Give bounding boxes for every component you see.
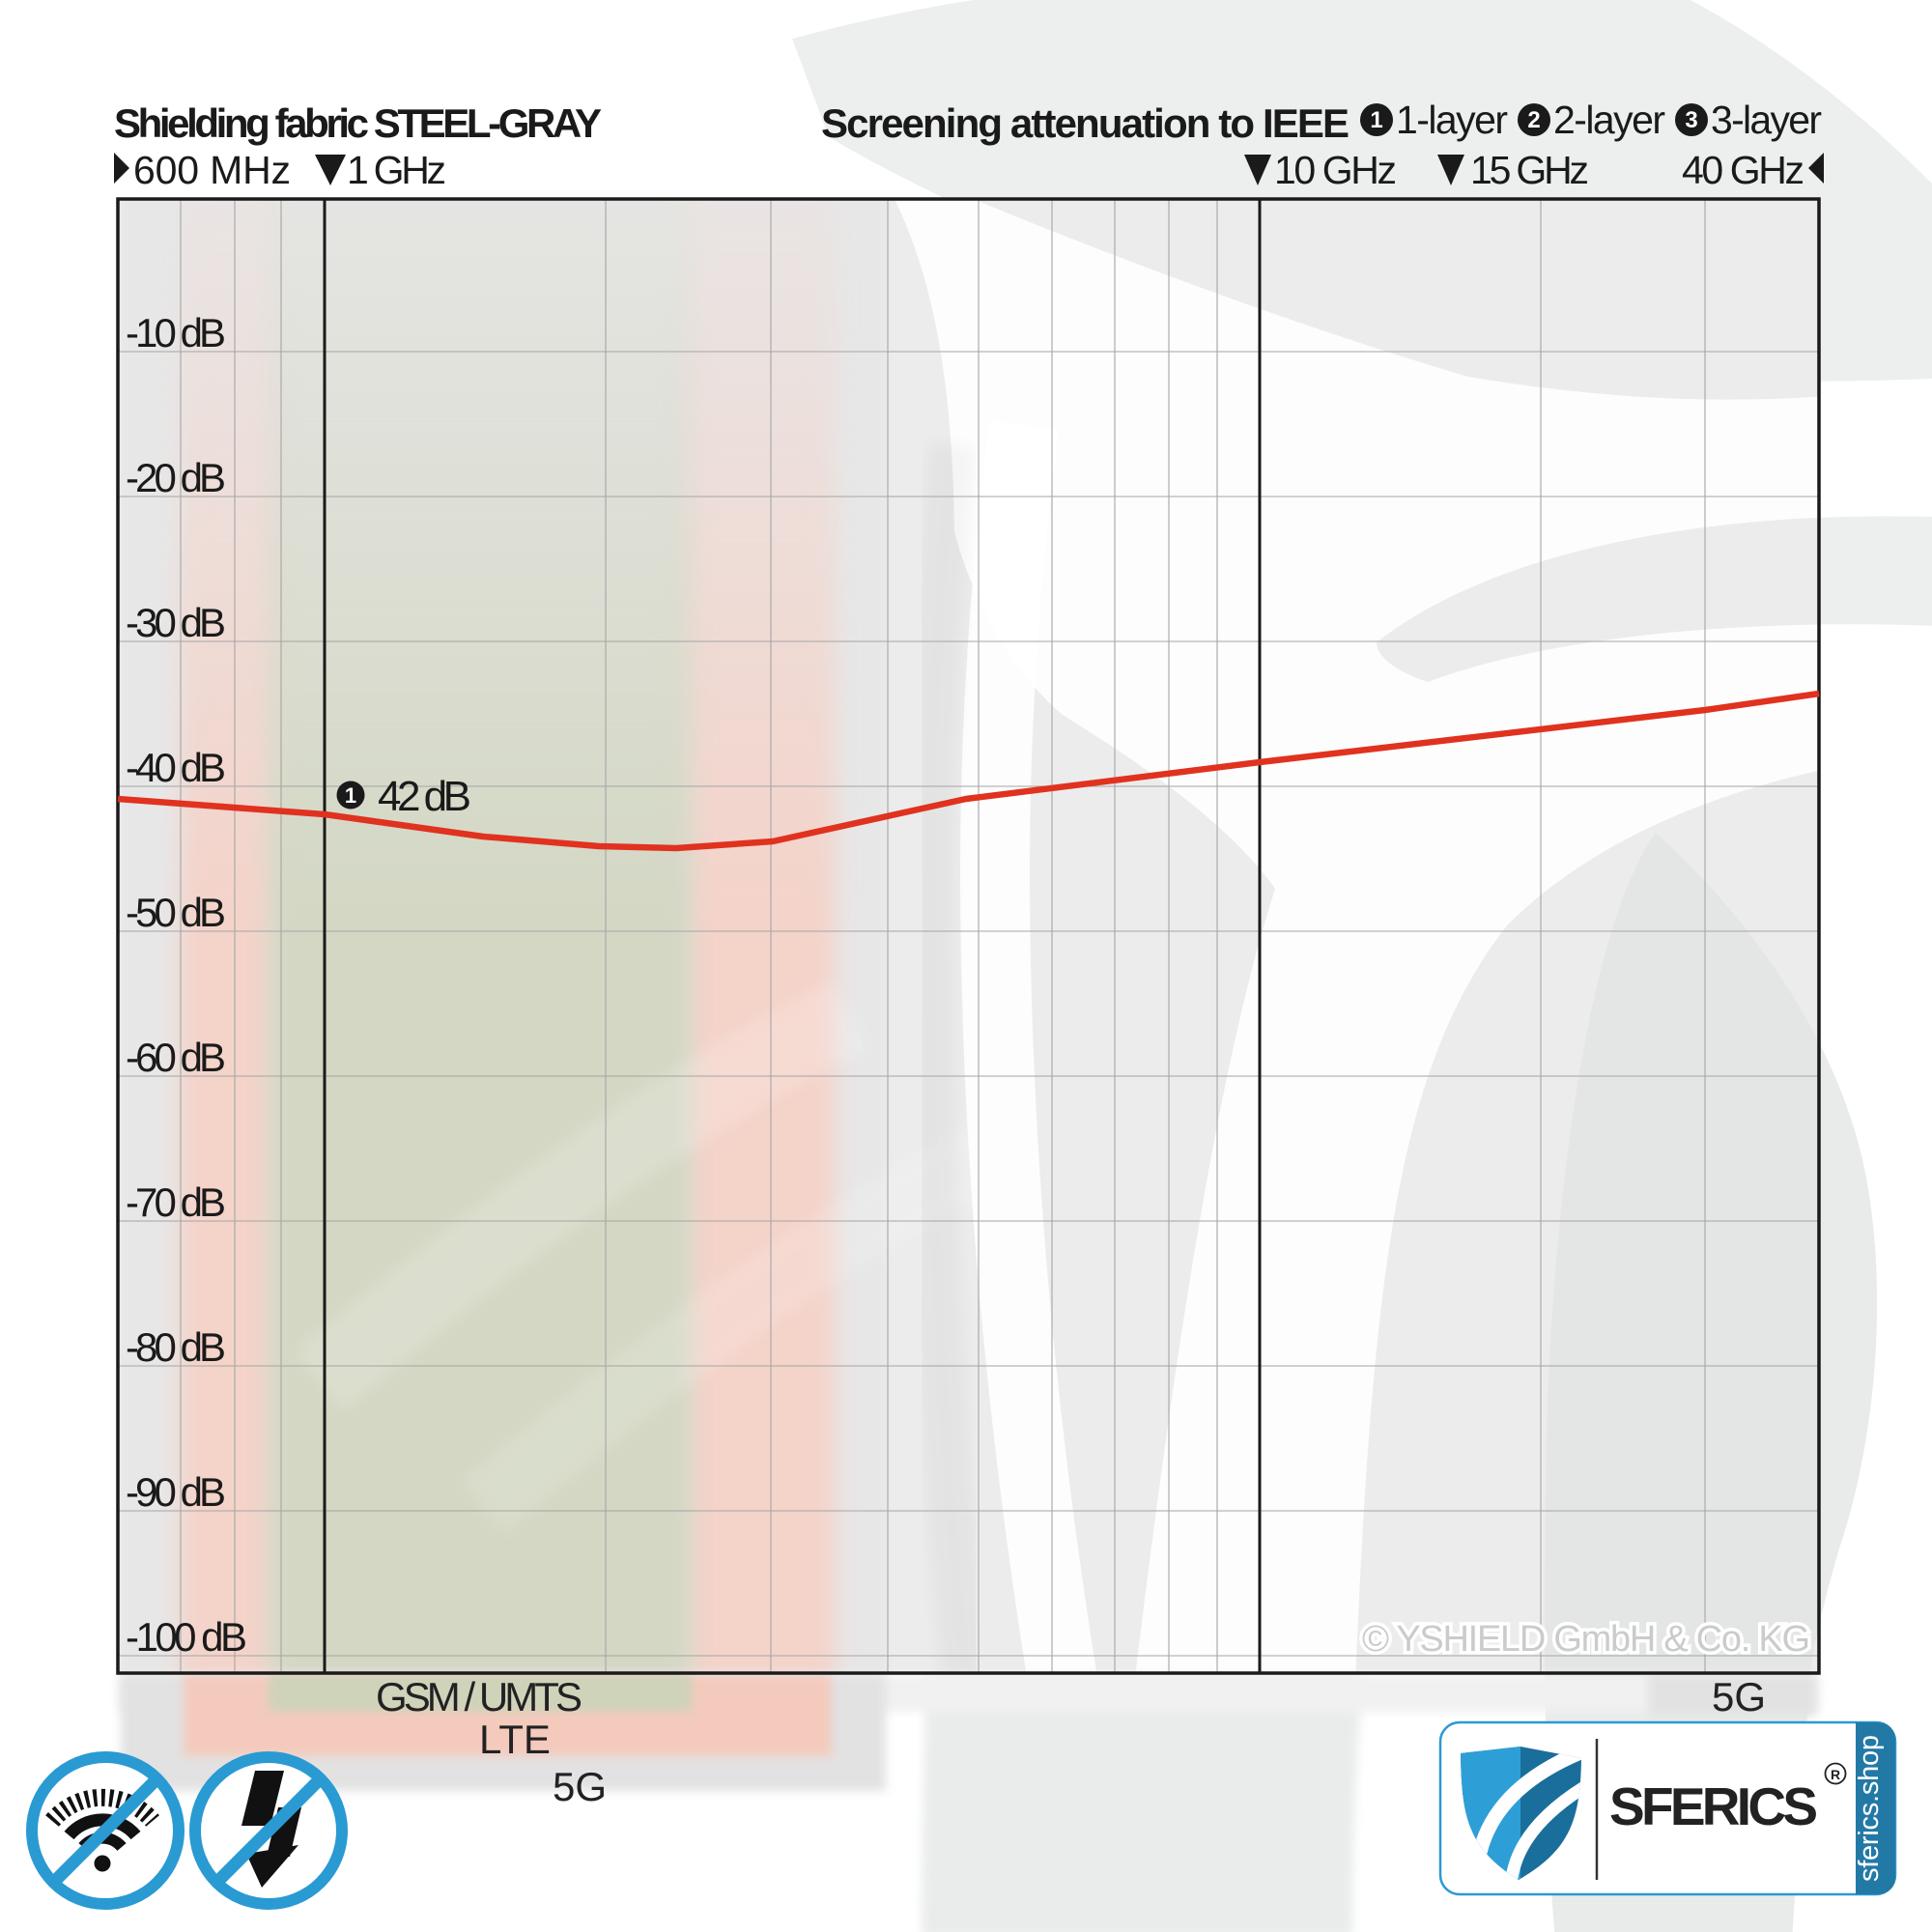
svg-text:1-layer: 1-layer — [1396, 98, 1508, 142]
svg-text:2: 2 — [1527, 107, 1540, 133]
svg-text:Screening attenuation to IEEE: Screening attenuation to IEEE — [821, 100, 1350, 146]
svg-text:600 MHz: 600 MHz — [133, 148, 291, 192]
svg-text:R: R — [1831, 1767, 1840, 1782]
svg-text:3-layer: 3-layer — [1711, 98, 1822, 142]
svg-text:Shielding fabric STEEL-GRAY: Shielding fabric STEEL-GRAY — [114, 100, 602, 146]
svg-text:-20 dB: -20 dB — [126, 455, 226, 500]
svg-text:10 GHz: 10 GHz — [1274, 148, 1397, 192]
svg-text:-10 dB: -10 dB — [126, 310, 226, 355]
svg-text:40 GHz: 40 GHz — [1682, 148, 1804, 192]
svg-text:2-layer: 2-layer — [1553, 98, 1665, 142]
svg-text:1 GHz: 1 GHz — [347, 148, 446, 192]
svg-text:-90 dB: -90 dB — [126, 1469, 226, 1515]
svg-text:SFERICS: SFERICS — [1609, 1776, 1818, 1836]
svg-text:42 dB: 42 dB — [378, 773, 471, 820]
svg-text:-100 dB: -100 dB — [126, 1614, 247, 1660]
svg-text:-30 dB: -30 dB — [126, 600, 226, 645]
svg-text:-70 dB: -70 dB — [126, 1179, 226, 1225]
svg-text:© YSHIELD GmbH & Co. KG: © YSHIELD GmbH & Co. KG — [1362, 1619, 1810, 1660]
svg-text:5G: 5G — [553, 1764, 607, 1809]
svg-text:GSM / UMTS: GSM / UMTS — [376, 1674, 582, 1719]
svg-text:1: 1 — [1370, 107, 1382, 133]
svg-text:-80 dB: -80 dB — [126, 1324, 226, 1370]
svg-text:-60 dB: -60 dB — [126, 1035, 226, 1080]
svg-text:1: 1 — [345, 783, 356, 808]
svg-text:-40 dB: -40 dB — [126, 745, 226, 790]
svg-text:15 GHz: 15 GHz — [1470, 148, 1589, 192]
svg-text:LTE: LTE — [479, 1717, 551, 1762]
svg-text:sferics.shop: sferics.shop — [1854, 1735, 1885, 1882]
svg-text:3: 3 — [1685, 107, 1697, 133]
svg-text:-50 dB: -50 dB — [126, 890, 226, 935]
svg-text:5G: 5G — [1712, 1674, 1766, 1719]
